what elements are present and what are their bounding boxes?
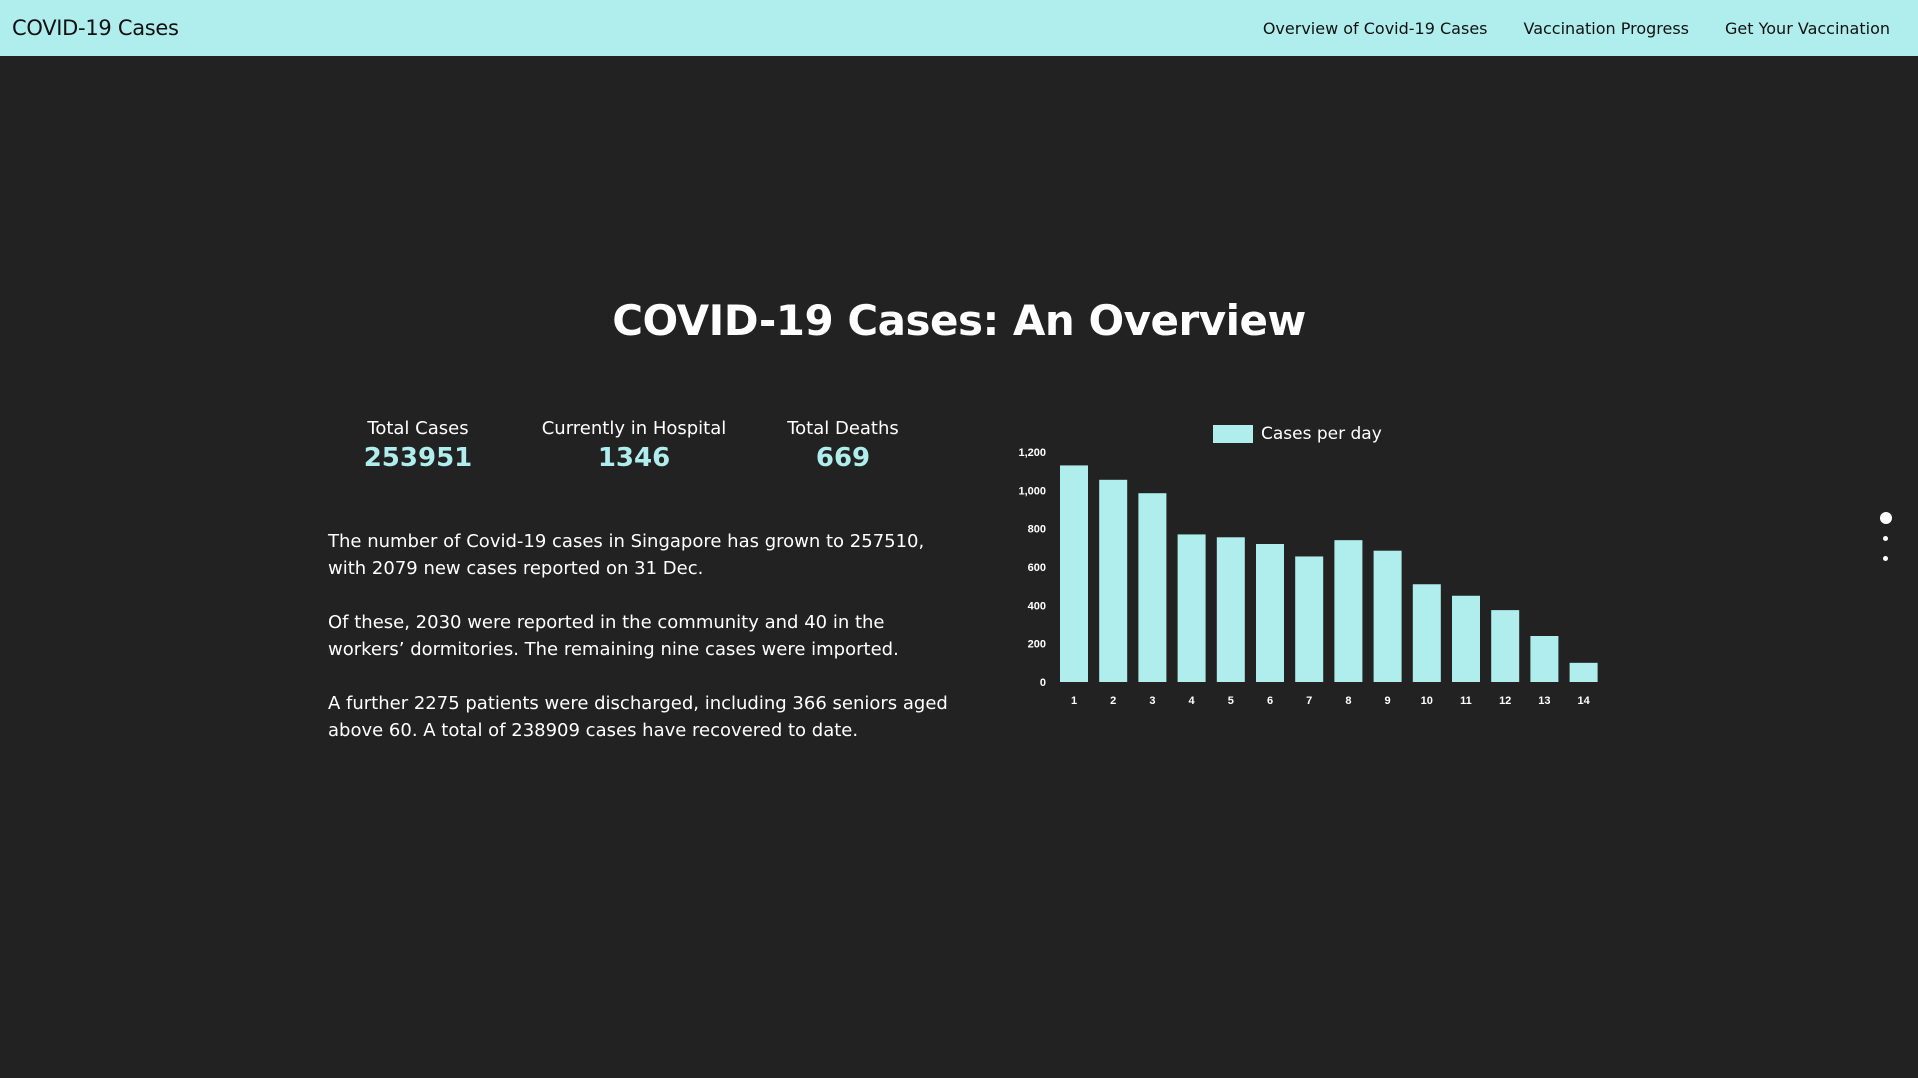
x-tick-label: 5 [1228, 695, 1234, 707]
stat-total-cases: Total Cases 253951 [328, 418, 508, 473]
x-tick-label: 3 [1149, 695, 1155, 707]
legend-label: Cases per day [1261, 424, 1382, 444]
stat-value: 1346 [597, 443, 671, 473]
bar[interactable] [1412, 584, 1441, 682]
bar[interactable] [1452, 595, 1480, 682]
stat-label: Total Deaths [787, 418, 899, 439]
x-tick-label: 10 [1421, 695, 1433, 707]
y-tick-label: 1,000 [1018, 485, 1046, 497]
page-title: COVID-19 Cases: An Overview [612, 296, 1306, 345]
nav-links: Overview of Covid-19 Cases Vaccination P… [1263, 0, 1890, 56]
legend-swatch [1213, 425, 1253, 443]
x-tick-label: 4 [1189, 695, 1196, 707]
bar[interactable] [1491, 610, 1520, 682]
x-tick-label: 9 [1385, 695, 1391, 707]
bar[interactable] [1373, 550, 1402, 682]
y-tick-label: 200 [1028, 639, 1046, 651]
x-tick-label: 1 [1071, 695, 1077, 707]
stat-total-deaths: Total Deaths 669 [748, 418, 938, 473]
x-tick-label: 12 [1499, 695, 1511, 707]
x-tick-label: 2 [1110, 695, 1116, 707]
summary-paragraph: A further 2275 patients were discharged,… [328, 693, 948, 741]
summary-paragraph: The number of Covid-19 cases in Singapor… [328, 531, 925, 579]
bar[interactable] [1138, 493, 1167, 682]
pagination-dot[interactable] [1883, 536, 1888, 541]
y-tick-label: 0 [1040, 677, 1046, 689]
bar[interactable] [1530, 636, 1559, 682]
bar[interactable] [1177, 534, 1206, 682]
pagination-dot-active[interactable] [1880, 512, 1892, 524]
x-tick-label: 14 [1577, 695, 1590, 707]
x-tick-label: 8 [1345, 695, 1351, 707]
top-navbar: COVID-19 Cases Overview of Covid-19 Case… [0, 0, 1918, 56]
bar[interactable] [1569, 662, 1598, 682]
bar[interactable] [1295, 556, 1324, 682]
stat-currently-in-hospital: Currently in Hospital 1346 [524, 418, 744, 473]
nav-link-get-vaccination[interactable]: Get Your Vaccination [1725, 18, 1890, 38]
bar[interactable] [1060, 465, 1088, 682]
bar[interactable] [1099, 479, 1128, 682]
stat-value: 253951 [363, 443, 473, 473]
bar[interactable] [1256, 544, 1284, 682]
bar[interactable] [1216, 537, 1245, 682]
x-tick-label: 13 [1538, 695, 1550, 707]
summary-text: The number of Covid-19 cases in Singapor… [328, 528, 948, 771]
stat-value: 669 [815, 443, 871, 473]
x-tick-label: 6 [1267, 695, 1273, 707]
summary-paragraph: Of these, 2030 were reported in the comm… [328, 612, 899, 660]
y-tick-label: 1,200 [1018, 447, 1046, 459]
pagination-dot[interactable] [1883, 556, 1888, 561]
stat-label: Currently in Hospital [541, 418, 727, 439]
y-tick-label: 400 [1028, 600, 1046, 612]
nav-link-overview[interactable]: Overview of Covid-19 Cases [1262, 18, 1488, 38]
x-tick-label: 7 [1306, 695, 1312, 707]
stat-label: Total Cases [367, 418, 469, 439]
y-tick-label: 600 [1028, 562, 1046, 574]
chart-legend[interactable]: Cases per day [1213, 424, 1382, 444]
y-tick-label: 800 [1028, 524, 1046, 536]
bar[interactable] [1334, 540, 1363, 682]
x-tick-label: 11 [1460, 695, 1472, 707]
nav-link-vaccination-progress[interactable]: Vaccination Progress [1523, 18, 1690, 38]
brand-link[interactable]: COVID-19 Cases [12, 16, 179, 40]
cases-per-day-chart: Cases per day 0 200 400 600 800 1,000 1,200 1 2 3… [990, 412, 1600, 722]
